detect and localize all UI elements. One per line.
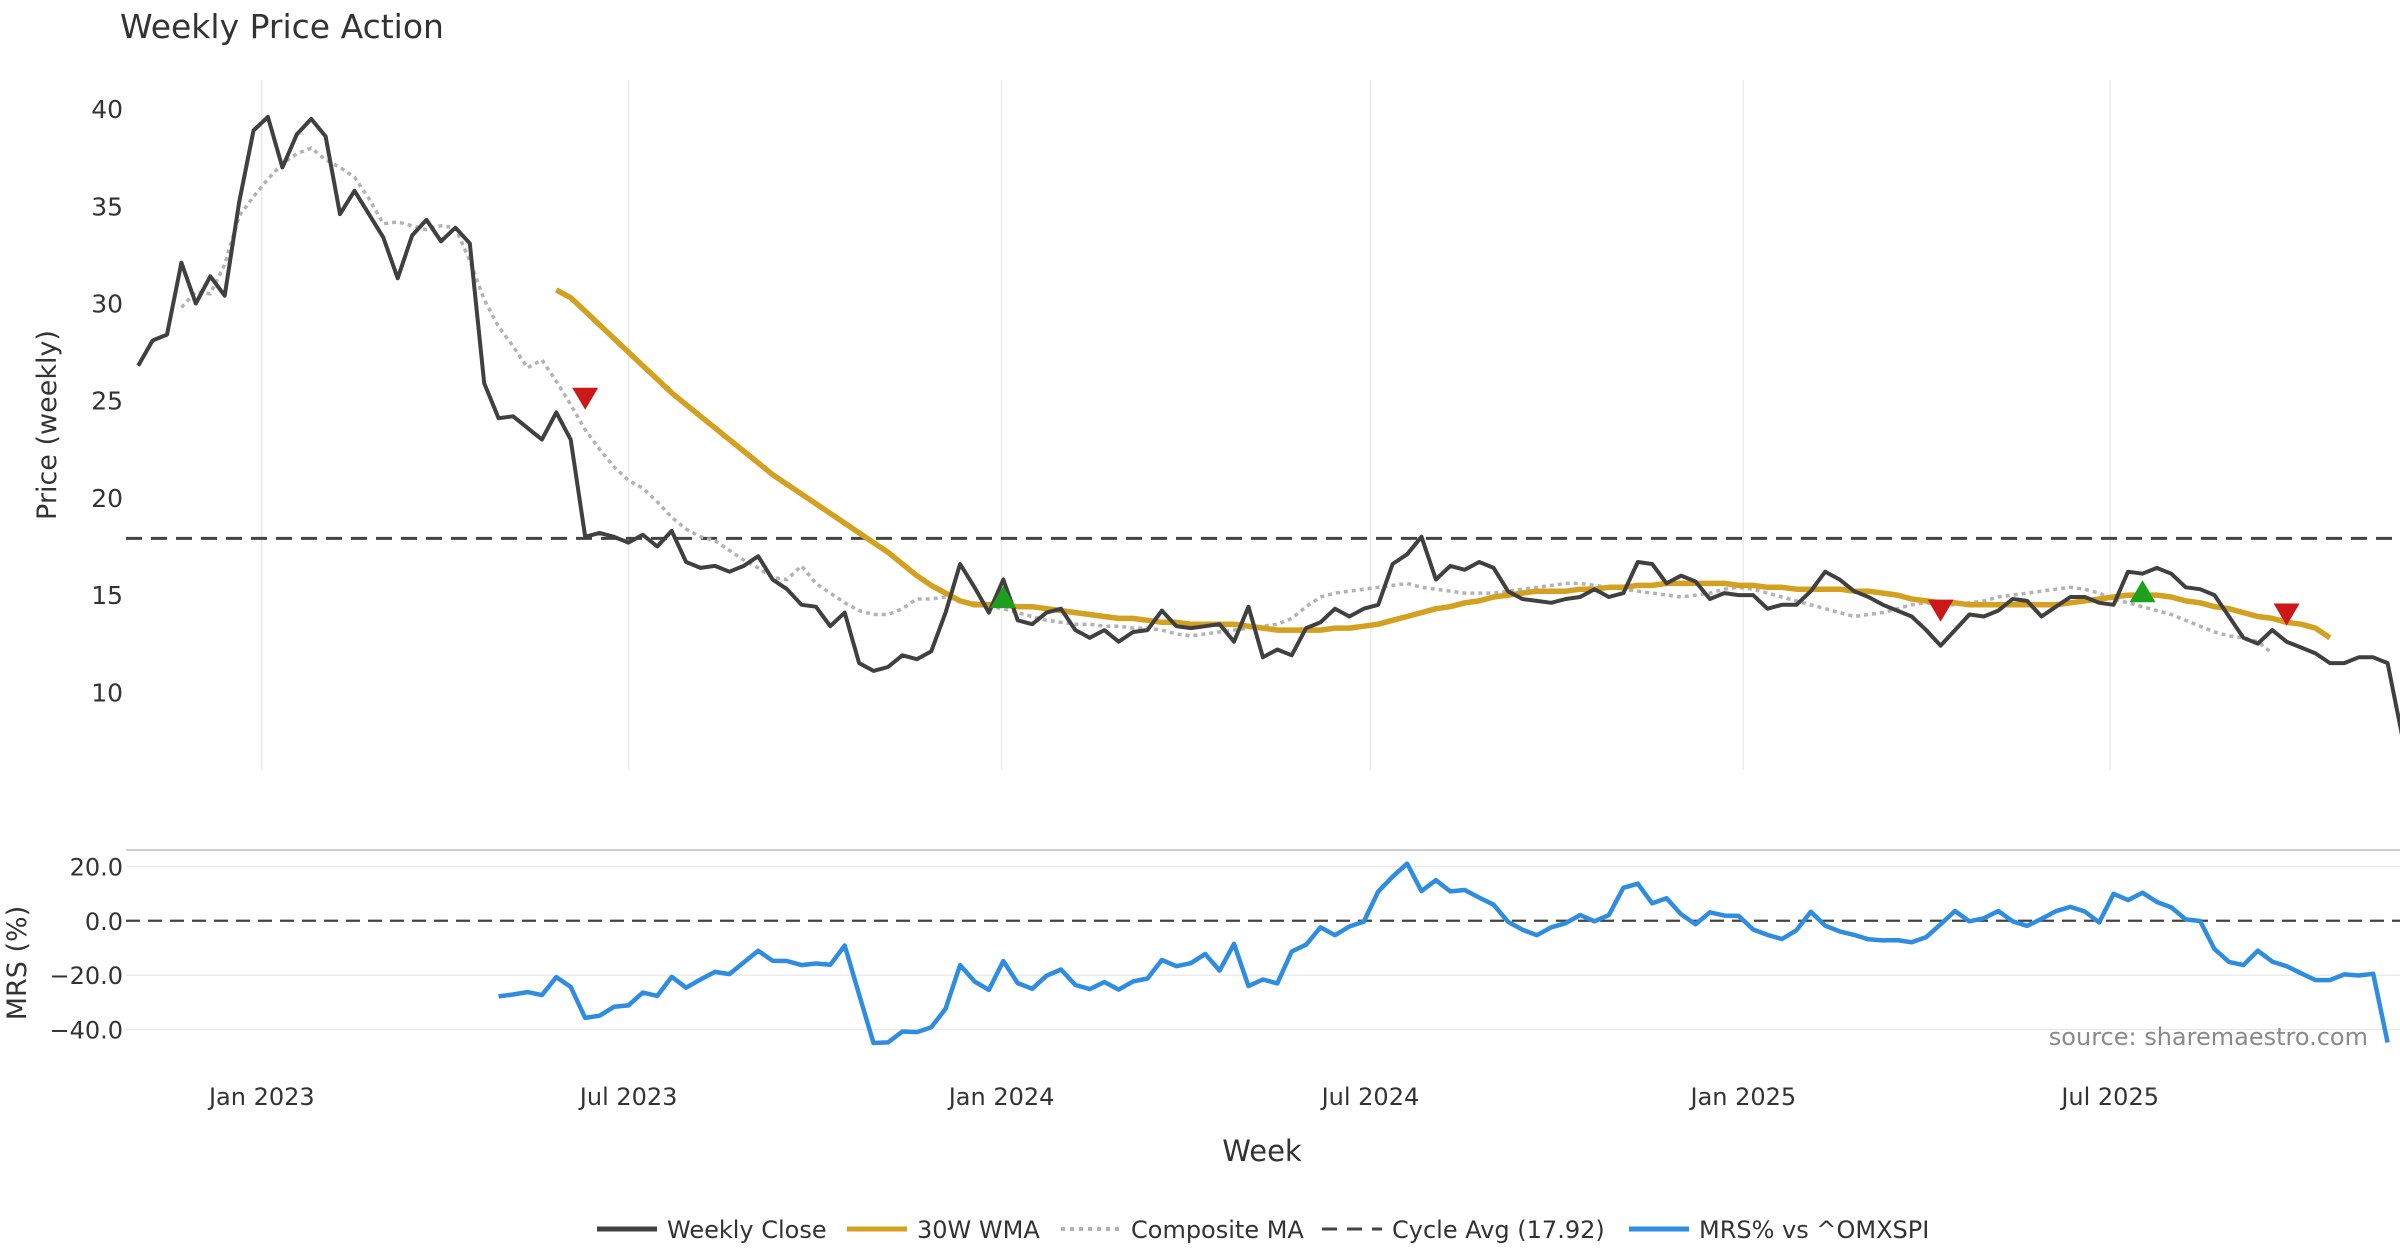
mrs-y-axis-label: MRS (%) xyxy=(2,906,33,1021)
sell-signal-marker xyxy=(2273,603,2300,626)
x-tick-label: Jan 2024 xyxy=(947,1083,1055,1111)
legend-item: Cycle Avg (17.92) xyxy=(1322,1216,1605,1244)
legend-item: Composite MA xyxy=(1061,1216,1304,1244)
price-y-tick-label: 10 xyxy=(91,678,123,707)
mrs-panel: 20.0 0.0 −20.0 −40.0 MRS (%) source: sharem… xyxy=(2,849,2400,1051)
composite-ma-line xyxy=(180,145,2274,655)
mrs-y-ticks: 20.0 0.0 −20.0 −40.0 xyxy=(49,853,123,1044)
signal-markers xyxy=(572,387,2300,626)
mrs-y-tick-label: 0.0 xyxy=(85,908,123,936)
legend-label: Composite MA xyxy=(1131,1216,1304,1244)
mrs-y-tick-label: 20.0 xyxy=(70,853,123,881)
buy-signal-marker xyxy=(2129,580,2156,603)
buy-signal-marker xyxy=(990,586,1017,609)
price-y-axis-label: Price (weekly) xyxy=(32,330,63,520)
x-tick-label: Jan 2023 xyxy=(207,1083,315,1111)
x-axis-label: Week xyxy=(1222,1134,1302,1168)
price-panel: 10 15 20 25 30 35 40 Price (weekly) xyxy=(32,80,2400,770)
weekly-close-line xyxy=(136,114,2400,736)
chart-title: Weekly Price Action xyxy=(120,7,444,46)
sell-signal-marker xyxy=(1927,599,1954,622)
sell-signal-marker xyxy=(572,387,599,410)
legend: Weekly Close 30W WMA Composite MA Cycle Avg… xyxy=(597,1216,1929,1244)
price-y-tick-label: 25 xyxy=(91,387,123,416)
price-y-tick-label: 30 xyxy=(91,290,123,319)
price-gridlines xyxy=(261,80,2111,770)
legend-item: 30W WMA xyxy=(847,1216,1040,1244)
mrs-y-tick-label: −40.0 xyxy=(49,1017,123,1045)
source-label: source: sharemaestro.com xyxy=(2049,1023,2368,1051)
x-tick-label: Jul 2025 xyxy=(2059,1083,2159,1111)
price-y-tick-label: 40 xyxy=(91,95,123,124)
legend-label: MRS% vs ^OMXSPI xyxy=(1699,1216,1929,1244)
x-tick-label: Jul 2024 xyxy=(1320,1083,1420,1111)
legend-item: MRS% vs ^OMXSPI xyxy=(1629,1216,1929,1244)
price-y-tick-label: 15 xyxy=(91,581,123,610)
price-y-tick-label: 35 xyxy=(91,192,123,221)
wma-30w-line xyxy=(554,287,2332,641)
price-y-tick-label: 20 xyxy=(91,484,123,513)
price-y-ticks: 10 15 20 25 30 35 40 xyxy=(91,95,123,707)
legend-label: Cycle Avg (17.92) xyxy=(1392,1216,1605,1244)
legend-label: 30W WMA xyxy=(917,1216,1040,1244)
mrs-y-tick-label: −20.0 xyxy=(49,962,123,990)
legend-label: Weekly Close xyxy=(667,1216,827,1244)
x-tick-labels: Jan 2023 Jul 2023 Jan 2024 Jul 2024 Jan 2025… xyxy=(207,1083,2159,1111)
legend-item: Weekly Close xyxy=(597,1216,827,1244)
mrs-gridlines xyxy=(126,865,2400,1031)
mrs-line xyxy=(498,861,2390,1046)
x-tick-label: Jan 2025 xyxy=(1688,1083,1796,1111)
x-tick-label: Jul 2023 xyxy=(578,1083,678,1111)
